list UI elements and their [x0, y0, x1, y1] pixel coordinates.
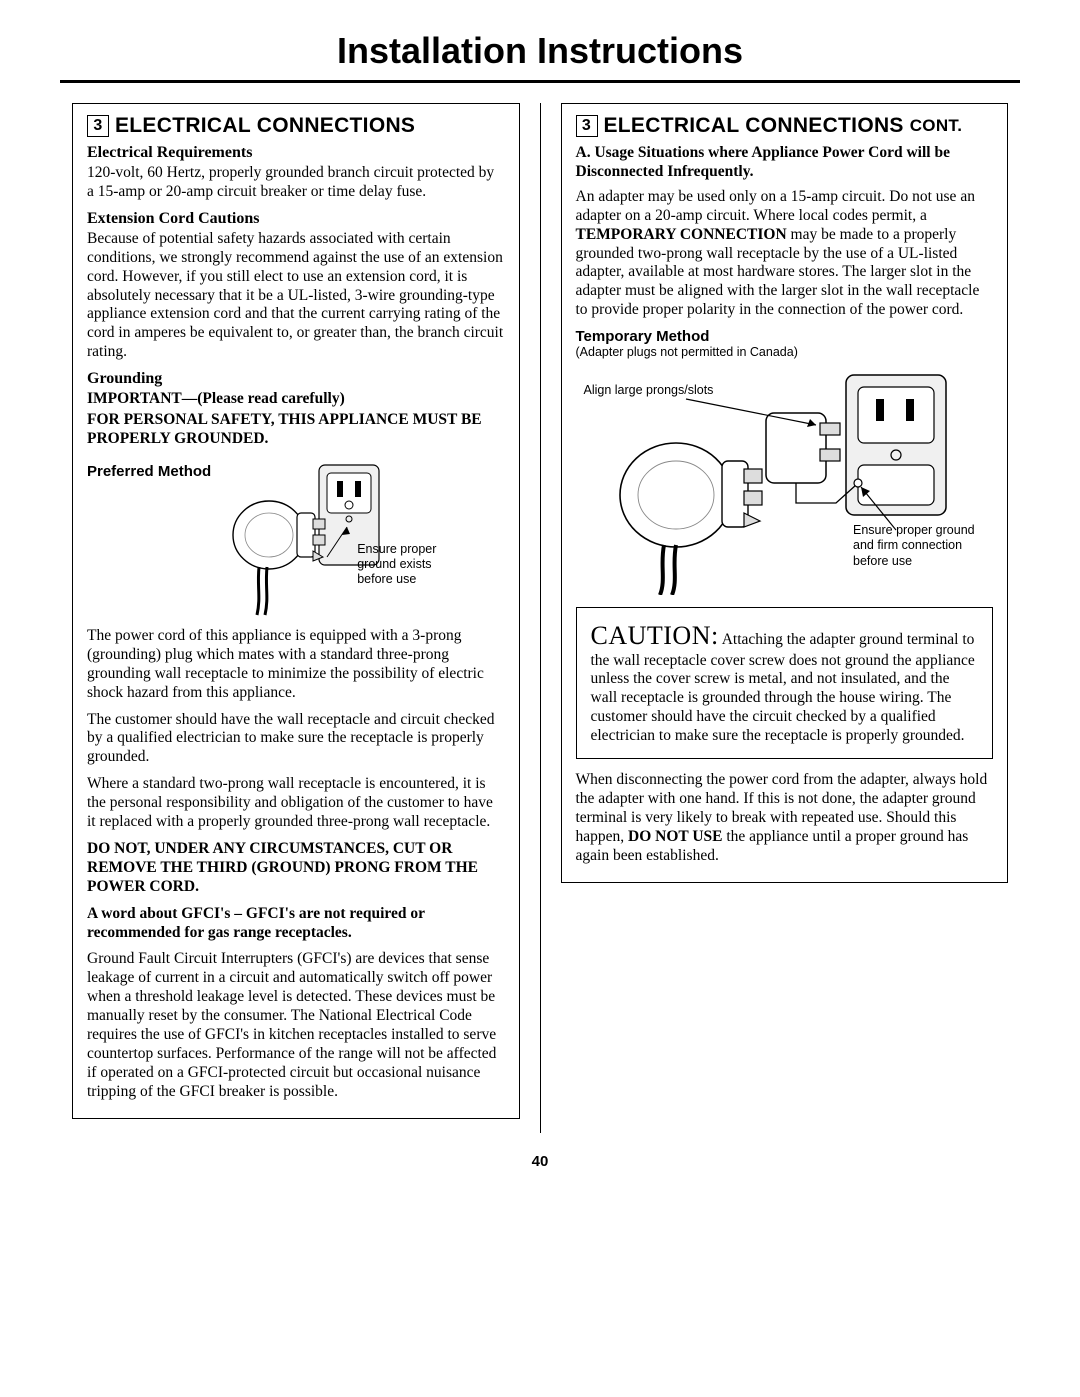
step-number-icon: 3	[87, 115, 109, 137]
page-title: Installation Instructions	[60, 30, 1020, 72]
caution-label: CAUTION:	[591, 621, 719, 650]
temporary-method-note: (Adapter plugs not permitted in Canada)	[576, 345, 994, 361]
temporary-method-head: Temporary Method	[576, 328, 994, 345]
section-heading-left: 3 ELECTRICAL CONNECTIONS	[87, 114, 505, 138]
page-number: 40	[60, 1153, 1020, 1170]
extension-cord-body: Because of potential safety hazards asso…	[87, 230, 505, 362]
extension-cord-head: Extension Cord Cautions	[87, 210, 505, 228]
section-heading-right: 3 ELECTRICAL CONNECTIONS CONT.	[576, 114, 994, 138]
section-heading-cont: CONT.	[910, 116, 963, 136]
do-not-use-bold: DO NOT USE	[628, 828, 722, 845]
electrical-requirements-head: Electrical Requirements	[87, 144, 505, 162]
step-number-icon: 3	[576, 115, 598, 137]
preferred-method-head: Preferred Method	[87, 463, 211, 480]
gfci-intro: A word about GFCI's – GFCI's are not req…	[87, 905, 505, 943]
gfci-body: Ground Fault Circuit Interrupters (GFCI'…	[87, 950, 505, 1101]
power-cord-p1: The power cord of this appliance is equi…	[87, 627, 505, 703]
power-cord-p2: The customer should have the wall recept…	[87, 711, 505, 768]
two-column-layout: 3 ELECTRICAL CONNECTIONS Electrical Requ…	[60, 103, 1020, 1133]
grounding-warning: FOR PERSONAL SAFETY, THIS APPLIANCE MUST…	[87, 411, 505, 449]
preferred-method-figure: Preferred Method	[87, 457, 505, 617]
adapter-body-pre: An adapter may be used only on a 15-amp …	[576, 188, 975, 224]
electrical-connections-box: 3 ELECTRICAL CONNECTIONS Electrical Requ…	[72, 103, 520, 1119]
left-column: 3 ELECTRICAL CONNECTIONS Electrical Requ…	[60, 103, 532, 1133]
right-column: 3 ELECTRICAL CONNECTIONS CONT. A. Usage …	[549, 103, 1021, 1133]
column-divider	[540, 103, 541, 1133]
section-heading-text: ELECTRICAL CONNECTIONS	[115, 114, 415, 138]
grounding-head: Grounding	[87, 370, 505, 388]
title-rule	[60, 80, 1020, 83]
electrical-requirements-body: 120-volt, 60 Hertz, properly grounded br…	[87, 164, 505, 202]
temporary-connection-bold: TEMPORARY CONNECTION	[576, 226, 787, 243]
usage-situations-head: A. Usage Situations where Appliance Powe…	[576, 144, 994, 182]
section-heading-text: ELECTRICAL CONNECTIONS	[604, 114, 904, 138]
ensure-ground-label: Ensure proper ground and firm connection…	[853, 523, 993, 570]
grounding-important: IMPORTANT—(Please read carefully)	[87, 390, 505, 409]
temporary-method-figure: Align large prongs/slots	[576, 365, 994, 595]
electrical-connections-cont-box: 3 ELECTRICAL CONNECTIONS CONT. A. Usage …	[561, 103, 1009, 883]
preferred-method-caption: Ensure proper ground exists before use	[357, 542, 467, 587]
disconnect-body: When disconnecting the power cord from t…	[576, 771, 994, 866]
caution-box: CAUTION: Attaching the adapter ground te…	[576, 607, 994, 759]
plug-outlet-icon	[219, 457, 389, 617]
do-not-cut-warning: DO NOT, UNDER ANY CIRCUMSTANCES, CUT OR …	[87, 840, 505, 897]
adapter-body: An adapter may be used only on a 15-amp …	[576, 188, 994, 320]
power-cord-p3: Where a standard two-prong wall receptac…	[87, 775, 505, 832]
